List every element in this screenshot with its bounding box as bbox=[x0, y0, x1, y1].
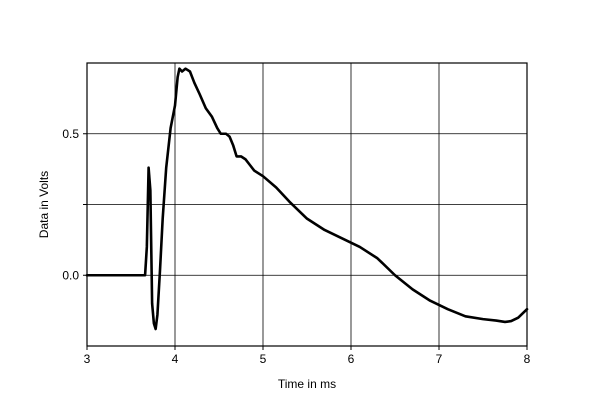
x-axis-label: Time in ms bbox=[278, 377, 336, 391]
x-tick-label: 7 bbox=[436, 352, 443, 366]
x-tick-label: 6 bbox=[348, 352, 355, 366]
x-tick-label: 5 bbox=[260, 352, 267, 366]
y-tick-label: 0.0 bbox=[62, 268, 79, 282]
y-tick-labels: 0.0 0.5 bbox=[62, 127, 79, 283]
x-tick-labels: 3 4 5 6 7 8 bbox=[84, 352, 531, 366]
y-tick-label: 0.5 bbox=[62, 127, 79, 141]
plot-frame bbox=[86, 62, 528, 347]
tick-marks bbox=[83, 133, 528, 350]
x-tick-label: 8 bbox=[524, 352, 531, 366]
x-tick-label: 3 bbox=[84, 352, 91, 366]
series-layer bbox=[85, 67, 529, 331]
y-axis-label: Data in Volts bbox=[37, 171, 51, 238]
x-tick-label: 4 bbox=[172, 352, 179, 366]
series-line bbox=[85, 67, 529, 331]
